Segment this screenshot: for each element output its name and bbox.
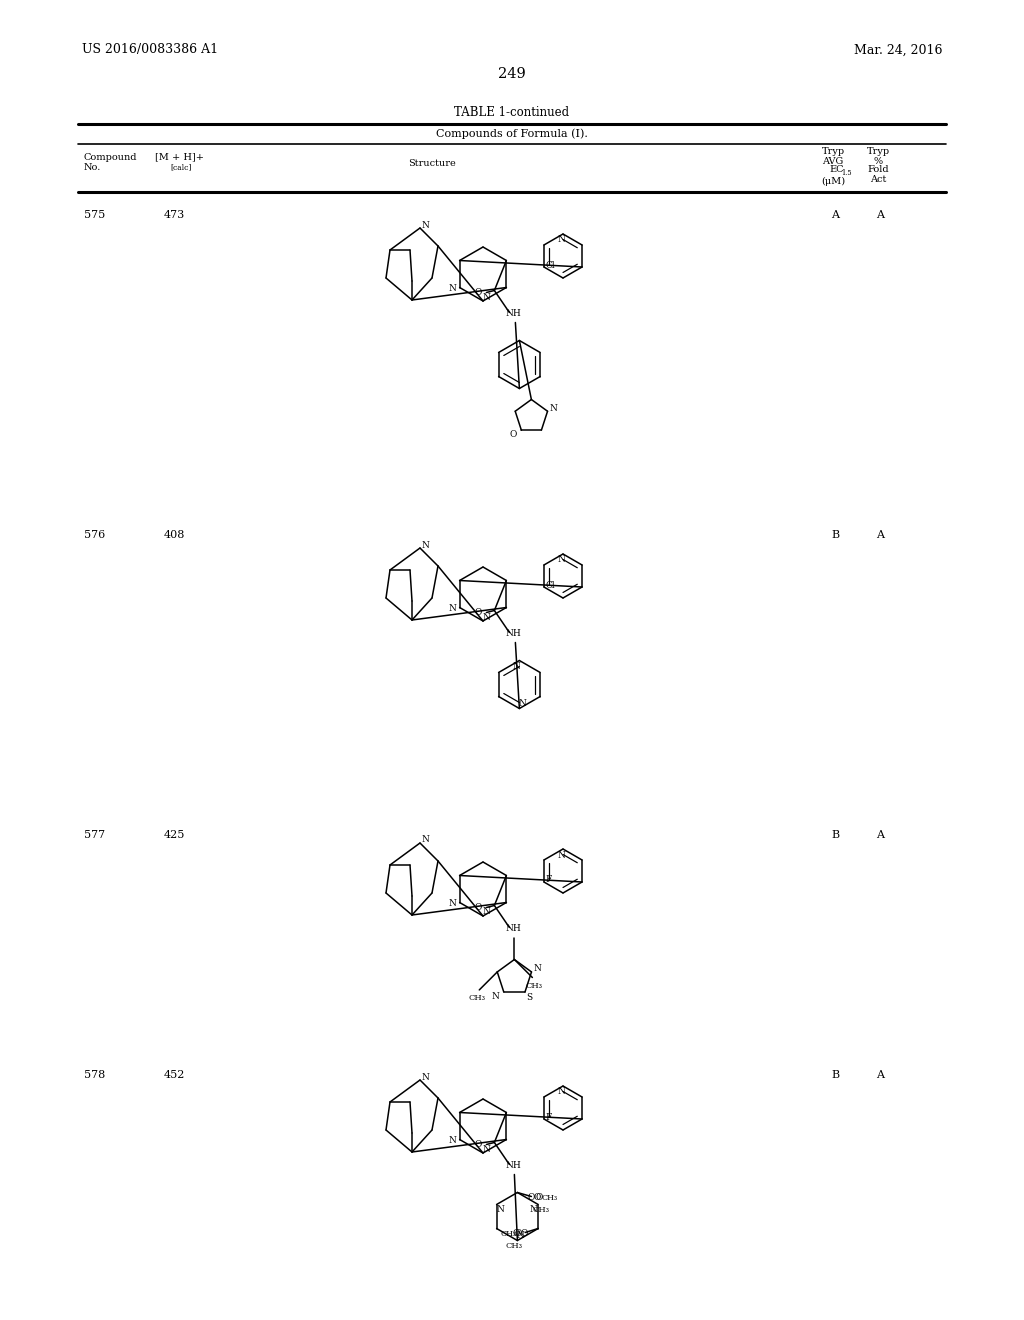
Text: EC: EC <box>829 165 844 174</box>
Text: A: A <box>876 1071 884 1080</box>
Text: O: O <box>510 430 517 438</box>
Text: S: S <box>526 993 532 1002</box>
Text: CH₃: CH₃ <box>542 1193 557 1201</box>
Text: [M + H]+: [M + H]+ <box>155 153 204 161</box>
Text: CH₃: CH₃ <box>526 982 543 990</box>
Text: O: O <box>475 609 482 616</box>
Text: N: N <box>557 235 565 244</box>
Text: F: F <box>546 1113 552 1122</box>
Text: A: A <box>876 531 884 540</box>
Text: O: O <box>514 1229 522 1238</box>
Text: N: N <box>516 1232 524 1239</box>
Text: Tryp: Tryp <box>866 148 890 157</box>
Text: N: N <box>497 1205 505 1214</box>
Text: 575: 575 <box>84 210 105 220</box>
Text: O: O <box>475 288 482 297</box>
Text: NH: NH <box>506 1162 521 1170</box>
Text: NH: NH <box>506 309 521 318</box>
Text: NH: NH <box>506 630 521 638</box>
Text: N: N <box>449 605 457 612</box>
Text: Compounds of Formula (I).: Compounds of Formula (I). <box>436 129 588 140</box>
Text: N: N <box>529 1205 538 1214</box>
Text: Cl: Cl <box>545 581 555 590</box>
Text: N: N <box>421 836 429 845</box>
Text: 1.5: 1.5 <box>841 169 852 177</box>
Text: N: N <box>482 1144 489 1154</box>
Text: Cl: Cl <box>545 260 555 269</box>
Text: 249: 249 <box>498 67 526 81</box>
Text: N: N <box>449 1137 457 1144</box>
Text: N: N <box>550 404 557 413</box>
Text: N: N <box>421 1072 429 1081</box>
Text: N: N <box>482 293 489 301</box>
Text: Compound: Compound <box>84 153 137 161</box>
Text: A: A <box>831 210 839 220</box>
Text: O: O <box>527 1193 536 1203</box>
Text: 576: 576 <box>84 531 105 540</box>
Text: O: O <box>475 903 482 912</box>
Text: O: O <box>475 1140 482 1148</box>
Text: N: N <box>557 850 565 859</box>
Text: B: B <box>830 830 839 840</box>
Text: 408: 408 <box>164 531 185 540</box>
Text: O: O <box>520 1229 527 1238</box>
Text: N: N <box>492 991 500 1001</box>
Text: AVG: AVG <box>822 157 844 165</box>
Text: CH₃: CH₃ <box>500 1229 516 1238</box>
Text: N: N <box>421 540 429 549</box>
Text: 425: 425 <box>164 830 185 840</box>
Text: %: % <box>873 157 883 165</box>
Text: Structure: Structure <box>409 158 456 168</box>
Text: A: A <box>876 830 884 840</box>
Text: N: N <box>512 663 520 671</box>
Text: Mar. 24, 2016: Mar. 24, 2016 <box>853 44 942 57</box>
Text: TABLE 1-continued: TABLE 1-continued <box>455 107 569 120</box>
Text: N: N <box>482 612 489 622</box>
Text: CH₃: CH₃ <box>469 994 485 1002</box>
Text: N: N <box>449 899 457 908</box>
Text: O: O <box>536 1193 543 1203</box>
Text: Fold: Fold <box>867 165 889 174</box>
Text: US 2016/0083386 A1: US 2016/0083386 A1 <box>82 44 218 57</box>
Text: 578: 578 <box>84 1071 105 1080</box>
Text: B: B <box>830 531 839 540</box>
Text: N: N <box>482 908 489 916</box>
Text: N: N <box>557 556 565 565</box>
Text: A: A <box>876 210 884 220</box>
Text: F: F <box>546 875 552 884</box>
Text: (μM): (μM) <box>821 177 845 186</box>
Text: CH₃: CH₃ <box>506 1242 522 1250</box>
Text: N: N <box>421 220 429 230</box>
Text: O: O <box>534 1193 541 1203</box>
Text: CH₃: CH₃ <box>532 1206 550 1214</box>
Text: Tryp: Tryp <box>821 148 845 157</box>
Text: 577: 577 <box>84 830 105 840</box>
Text: N: N <box>534 965 542 973</box>
Text: N: N <box>518 700 526 708</box>
Text: [calc]: [calc] <box>170 162 191 172</box>
Text: N: N <box>557 1088 565 1097</box>
Text: B: B <box>830 1071 839 1080</box>
Text: N: N <box>449 284 457 293</box>
Text: 473: 473 <box>164 210 185 220</box>
Text: O: O <box>512 1229 520 1238</box>
Text: 452: 452 <box>164 1071 185 1080</box>
Text: Act: Act <box>869 176 886 185</box>
Text: NH: NH <box>506 924 521 933</box>
Text: No.: No. <box>84 162 101 172</box>
